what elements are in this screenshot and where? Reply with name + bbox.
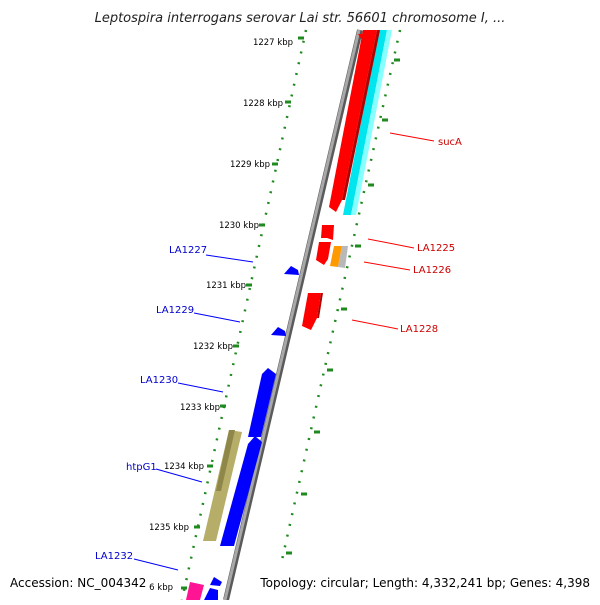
gene-LA1225-arrow[interactable] bbox=[321, 225, 334, 240]
scale-label: 1234 kbp bbox=[164, 462, 204, 472]
scale-label: 1231 kbp bbox=[206, 281, 246, 291]
reverse-dotted-track bbox=[280, 29, 402, 561]
gene-LA1230-arrow[interactable] bbox=[248, 368, 276, 437]
gene-sucA-cyan-highlight bbox=[351, 30, 392, 215]
gene-label-LA1228[interactable]: LA1228 bbox=[400, 324, 438, 335]
gene-LA1232-arrow[interactable] bbox=[210, 577, 222, 586]
scale-label: 1227 kbp bbox=[253, 38, 293, 48]
gene-label-sucA[interactable]: sucA bbox=[438, 137, 462, 148]
gene-label-LA1225[interactable]: LA1225 bbox=[417, 243, 455, 254]
gene-sucA-shade bbox=[342, 30, 380, 200]
callout-LA1230 bbox=[177, 382, 224, 393]
scale-labels: 1227 kbp 1228 kbp 1229 kbp 1230 kbp 1231… bbox=[149, 38, 293, 593]
gene-label-LA1230[interactable]: LA1230 bbox=[140, 375, 178, 386]
gene-label-LA1229[interactable]: LA1229 bbox=[156, 305, 194, 316]
gene-sucA-cyan-track[interactable] bbox=[343, 30, 387, 215]
gene-htpG1-adjacent-arrow[interactable] bbox=[220, 436, 262, 546]
gene-htpG1-shade bbox=[216, 430, 235, 491]
scale-label: 1232 kbp bbox=[193, 342, 233, 352]
chromosome-backbone bbox=[223, 29, 361, 601]
gene-small-top-arrow[interactable] bbox=[358, 34, 372, 40]
callout-htpG1 bbox=[155, 468, 203, 483]
gene-LA1229-arrow[interactable] bbox=[271, 327, 286, 336]
accession-label: Accession: NC_004342 bbox=[10, 576, 146, 590]
gene-magenta-bar[interactable] bbox=[186, 582, 204, 600]
gene-label-LA1227[interactable]: LA1227 bbox=[169, 245, 207, 256]
scale-label: 1229 kbp bbox=[230, 160, 270, 170]
forward-tick-track bbox=[180, 29, 308, 601]
scale-label: 1233 kbp bbox=[180, 403, 220, 413]
gene-htpG1-bar[interactable] bbox=[203, 430, 242, 541]
callout-LA1228 bbox=[351, 319, 399, 330]
forward-genes[interactable] bbox=[186, 266, 299, 600]
scale-label: 1228 kbp bbox=[243, 99, 283, 109]
callout-LA1229 bbox=[193, 312, 241, 323]
gene-label-LA1232[interactable]: LA1232 bbox=[95, 551, 133, 562]
callout-LA1227 bbox=[205, 254, 254, 263]
gene-LA1227-arrow[interactable] bbox=[284, 266, 299, 275]
gene-LA1226-shade bbox=[338, 246, 348, 268]
gene-sucA-arrow[interactable] bbox=[329, 30, 377, 212]
scale-label: 1235 kbp bbox=[149, 523, 189, 533]
map-title: Leptospira interrogans serovar Lai str. … bbox=[95, 11, 506, 26]
callout-LA1232 bbox=[133, 558, 179, 571]
scale-label: 1230 kbp bbox=[219, 221, 259, 231]
gene-label-htpG1[interactable]: htpG1 bbox=[126, 462, 157, 473]
callout-LA1226 bbox=[363, 261, 411, 271]
scale-label: 6 kbp bbox=[149, 583, 173, 593]
gene-LA1228-arrow[interactable] bbox=[302, 293, 321, 330]
gene-LA1228-shade bbox=[317, 293, 323, 318]
genome-summary: Topology: circular; Length: 4,332,241 bp… bbox=[259, 576, 590, 590]
gene-LA1232b-arrow[interactable] bbox=[204, 588, 218, 600]
callout-sucA bbox=[389, 132, 435, 142]
reverse-tick-track bbox=[280, 29, 402, 561]
gene-labels[interactable]: LA1227 LA1229 LA1230 htpG1 LA1232 sucA L… bbox=[95, 137, 462, 562]
reverse-genes[interactable] bbox=[302, 30, 392, 330]
callout-LA1225 bbox=[367, 238, 415, 249]
callout-lines bbox=[133, 132, 435, 571]
gene-label-LA1226[interactable]: LA1226 bbox=[413, 265, 451, 276]
gene-LA1225b-arrow[interactable] bbox=[316, 242, 331, 265]
